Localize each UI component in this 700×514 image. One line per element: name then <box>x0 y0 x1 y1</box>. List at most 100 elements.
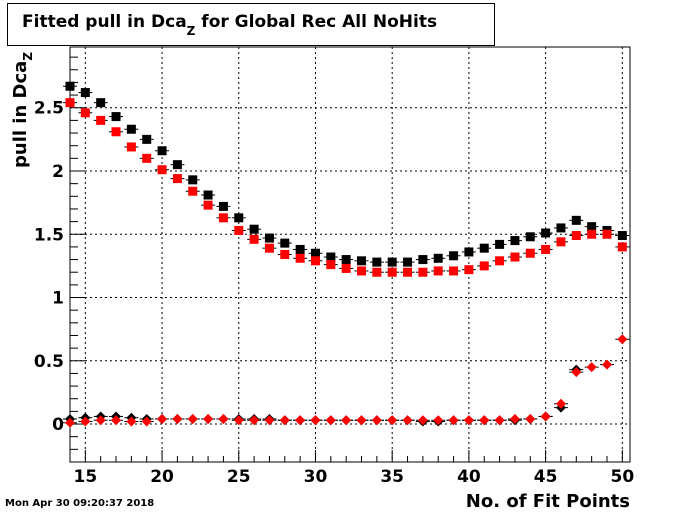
data-point <box>341 263 351 273</box>
data-point <box>142 134 152 144</box>
data-point <box>555 398 566 409</box>
timestamp: Mon Apr 30 09:20:37 2018 <box>5 498 155 509</box>
data-point <box>310 248 320 258</box>
data-point <box>218 413 229 424</box>
data-point <box>357 256 367 266</box>
data-point <box>571 231 581 241</box>
data-point <box>403 257 413 267</box>
y-tick-label: 1.5 <box>34 225 64 245</box>
data-point <box>586 362 597 373</box>
data-point <box>449 266 459 276</box>
y-tick-label: 2.5 <box>34 99 64 119</box>
data-point <box>126 416 137 427</box>
data-point <box>80 88 90 98</box>
data-point <box>571 367 582 378</box>
data-point <box>203 200 213 210</box>
data-point <box>479 243 489 253</box>
data-point <box>157 165 167 175</box>
x-tick-label: 20 <box>150 467 174 487</box>
data-point <box>310 415 321 426</box>
data-point <box>95 415 106 426</box>
data-point <box>295 415 306 426</box>
data-point <box>479 261 489 271</box>
data-point <box>96 115 106 125</box>
data-point <box>65 98 75 108</box>
data-point <box>448 415 459 426</box>
data-point <box>326 260 336 270</box>
data-point <box>126 124 136 134</box>
data-point <box>295 253 305 263</box>
y-tick-label: 0 <box>52 415 64 435</box>
data-point <box>617 242 627 252</box>
data-point <box>249 234 259 244</box>
y-tick-label: 2 <box>52 162 64 182</box>
data-point <box>157 146 167 156</box>
data-point <box>187 413 198 424</box>
data-point <box>233 415 244 426</box>
data-point <box>601 359 612 370</box>
data-point <box>111 112 121 122</box>
data-point <box>387 267 397 277</box>
data-point <box>372 257 382 267</box>
data-point <box>418 267 428 277</box>
data-point <box>80 416 91 427</box>
data-point <box>372 267 382 277</box>
axis-ticks: 15 20 25 30 35 40 45 50 0 0.5 1 1.5 2 2.5 <box>34 56 634 487</box>
data-point <box>525 232 535 242</box>
data-point <box>341 415 352 426</box>
data-point <box>141 416 152 427</box>
data-point <box>541 228 551 238</box>
data-point <box>463 415 474 426</box>
data-point <box>65 417 75 428</box>
data-point <box>310 256 320 266</box>
data-point <box>371 415 382 426</box>
data-point <box>602 229 612 239</box>
x-tick-label: 35 <box>380 467 404 487</box>
data-point <box>264 243 274 253</box>
data-point <box>280 238 290 248</box>
grid-lines <box>70 47 630 462</box>
data-point <box>264 415 275 426</box>
data-point <box>218 201 228 211</box>
x-tick-label: 40 <box>457 467 481 487</box>
title-box: Fitted pull in DcaZ for Global Rec All N… <box>7 3 495 46</box>
data-point <box>218 213 228 223</box>
data-point <box>556 237 566 247</box>
data-point <box>142 153 152 163</box>
data-point <box>341 255 351 265</box>
data-points <box>63 81 630 428</box>
data-point <box>111 415 122 426</box>
data-point <box>403 267 413 277</box>
data-point <box>417 415 428 426</box>
data-point <box>264 233 274 243</box>
data-point <box>418 255 428 265</box>
title-main: Fitted pull in Dca <box>22 12 187 32</box>
data-point <box>525 413 536 424</box>
data-point <box>111 127 121 137</box>
x-tick-label: 50 <box>610 467 634 487</box>
data-point <box>234 225 244 235</box>
data-point <box>495 239 505 249</box>
data-point <box>433 266 443 276</box>
ylabel-main: pull in Dca <box>10 60 31 168</box>
y-axis-label: pull in DcaZ <box>10 52 35 168</box>
data-point <box>172 160 182 170</box>
data-point <box>203 190 213 200</box>
x-tick-label: 30 <box>304 467 328 487</box>
data-point <box>172 174 182 184</box>
data-point <box>65 81 75 91</box>
data-point <box>540 411 551 422</box>
data-point <box>479 415 490 426</box>
data-point <box>449 251 459 261</box>
data-point <box>495 256 505 266</box>
ylabel-subscript: Z <box>21 51 35 61</box>
data-point <box>510 236 520 246</box>
data-point <box>157 413 168 424</box>
x-axis-label: No. of Fit Points <box>465 491 630 512</box>
x-tick-label: 15 <box>74 467 98 487</box>
data-point <box>587 229 597 239</box>
data-point <box>402 415 413 426</box>
data-point <box>433 253 443 263</box>
data-point <box>541 244 551 254</box>
